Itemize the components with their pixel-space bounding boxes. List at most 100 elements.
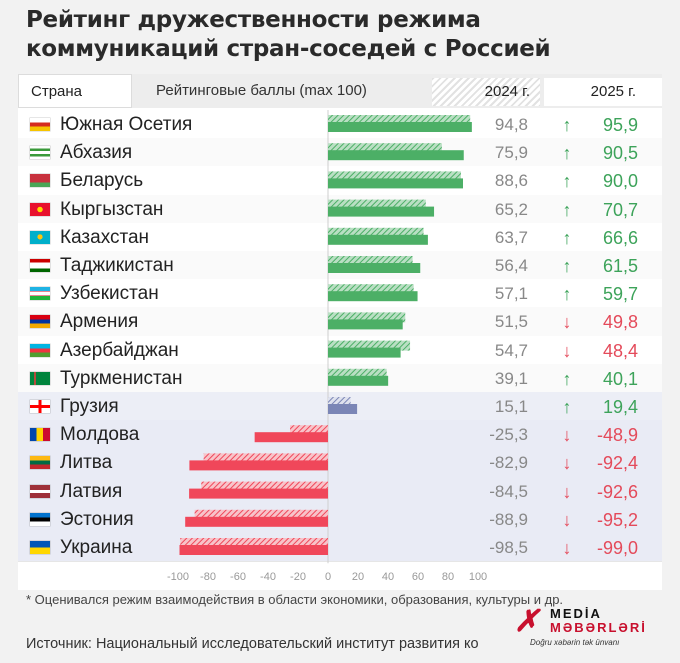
logo-mark-icon: ✗ xyxy=(514,604,540,639)
value-2024: 63,7 xyxy=(494,227,528,247)
value-2025: -95,2 xyxy=(596,509,638,530)
arrow-up-icon: ↑ xyxy=(562,227,572,248)
row-band xyxy=(18,533,662,563)
logo-line-1: MEDİA xyxy=(550,606,602,621)
value-2025: 90,5 xyxy=(602,143,638,164)
flag-estonia-icon xyxy=(30,512,50,526)
value-2025: -92,6 xyxy=(596,481,638,502)
row-band xyxy=(18,504,662,534)
arrow-down-icon: ↓ xyxy=(562,538,572,558)
source-text: Источник: Национальный исследовательский… xyxy=(26,636,479,652)
arrow-up-icon: ↑ xyxy=(562,368,572,389)
value-2024: -98,5 xyxy=(489,538,528,557)
arrow-up-icon: ↑ xyxy=(562,284,572,305)
value-2025: 48,4 xyxy=(602,340,638,361)
value-2024: -82,9 xyxy=(489,453,528,473)
header-2025: 2025 г. xyxy=(544,78,662,106)
country-label: Туркменистан xyxy=(60,367,183,389)
arrow-up-icon: ↑ xyxy=(562,171,572,192)
value-2025: 19,4 xyxy=(602,397,638,417)
value-2024: -88,9 xyxy=(489,509,528,529)
x-tick-label: -60 xyxy=(230,571,246,583)
title-line-2: коммуникаций стран-соседей с Россией xyxy=(26,36,551,62)
arrow-up-icon: ↑ xyxy=(562,143,572,164)
country-label: Азербайджан xyxy=(60,339,179,361)
header-2024: 2024 г. xyxy=(432,78,540,106)
arrow-down-icon: ↓ xyxy=(562,453,572,474)
country-label: Узбекистан xyxy=(60,283,159,305)
x-tick-label: -80 xyxy=(200,571,216,583)
arrow-down-icon: ↓ xyxy=(562,312,572,333)
flag-moldova-icon xyxy=(30,428,50,442)
x-tick-label: 60 xyxy=(411,571,425,583)
country-label: Грузия xyxy=(60,396,119,417)
value-2025: 90,0 xyxy=(602,171,638,192)
x-tick-label: -100 xyxy=(166,571,190,583)
footnote: * Оценивался режим взаимодействия в обла… xyxy=(26,592,564,607)
arrow-up-icon: ↑ xyxy=(562,256,572,276)
arrow-down-icon: ↓ xyxy=(562,340,572,361)
country-label: Литва xyxy=(60,452,113,474)
arrow-down-icon: ↓ xyxy=(562,425,572,446)
arrow-up-icon: ↑ xyxy=(562,199,572,220)
country-label: Южная Осетия xyxy=(60,114,193,135)
flag-lithuania-icon xyxy=(30,456,50,470)
value-2024: 51,5 xyxy=(494,312,528,332)
country-label: Латвия xyxy=(60,480,123,502)
value-2025: 66,6 xyxy=(602,227,638,248)
header-scores: Рейтинговые баллы (max 100) xyxy=(156,82,367,99)
value-2024: -84,5 xyxy=(489,481,528,501)
value-2024: 65,2 xyxy=(494,199,528,219)
x-tick-label: 20 xyxy=(351,571,365,583)
value-2024: 39,1 xyxy=(494,368,528,388)
arrow-up-icon: ↑ xyxy=(562,115,572,135)
x-tick-label: -40 xyxy=(260,571,276,583)
flag-azerbaijan-icon xyxy=(30,343,50,357)
value-2025: -48,9 xyxy=(596,425,638,446)
value-2024: 54,7 xyxy=(494,340,528,360)
value-2024: -25,3 xyxy=(489,425,528,445)
flag-kyrgyzstan-icon xyxy=(30,202,50,216)
flag-abkhazia-icon xyxy=(30,146,50,160)
value-2025: -99,0 xyxy=(596,538,638,558)
country-label: Украина xyxy=(60,537,133,558)
arrow-up-icon: ↑ xyxy=(562,397,572,417)
value-2025: 49,8 xyxy=(602,312,638,333)
value-2025: 61,5 xyxy=(602,256,638,276)
x-tick-label: 0 xyxy=(324,571,332,583)
country-label: Таджикистан xyxy=(60,255,174,276)
country-label: Армения xyxy=(60,311,139,333)
x-tick-label: 100 xyxy=(468,571,488,583)
value-2025: 95,9 xyxy=(602,115,638,135)
country-label: Абхазия xyxy=(60,142,133,164)
logo-line-2: MƏBƏRLƏRİ xyxy=(550,620,647,635)
country-label: Эстония xyxy=(60,508,134,530)
row-band xyxy=(18,476,662,506)
x-tick-label: -20 xyxy=(290,571,306,583)
header-country: Страна xyxy=(18,74,132,108)
country-label: Кыргызстан xyxy=(60,198,164,220)
value-2025: 59,7 xyxy=(602,284,638,305)
flag-turkmenistan-icon xyxy=(30,371,50,385)
chart-title: Рейтинг дружественности режима коммуника… xyxy=(26,6,551,64)
flag-georgia-icon xyxy=(30,400,50,413)
x-tick-label: 80 xyxy=(441,571,455,583)
flag-latvia-icon xyxy=(30,484,50,498)
value-2024: 75,9 xyxy=(494,143,528,163)
value-2024: 57,1 xyxy=(494,284,528,304)
country-label: Казахстан xyxy=(60,226,150,248)
value-2024: 88,6 xyxy=(494,171,528,191)
country-label: Беларусь xyxy=(60,170,144,192)
country-label: Молдова xyxy=(60,424,140,446)
flag-armenia-icon xyxy=(30,315,50,329)
flag-uzbekistan-icon xyxy=(30,287,50,301)
flag-ukraine-icon xyxy=(30,541,50,554)
value-2025: -92,4 xyxy=(596,453,638,474)
flag-kazakhstan-icon xyxy=(30,230,50,244)
flag-south-ossetia-icon xyxy=(30,118,50,131)
value-2025: 40,1 xyxy=(602,368,638,389)
media-logo: ✗ MEDİA MƏBƏRLƏRİ Doğru xəbərin tək ünva… xyxy=(504,600,647,656)
x-tick-label: 40 xyxy=(381,571,395,583)
title-line-1: Рейтинг дружественности режима xyxy=(26,7,481,33)
value-2025: 70,7 xyxy=(602,199,638,220)
